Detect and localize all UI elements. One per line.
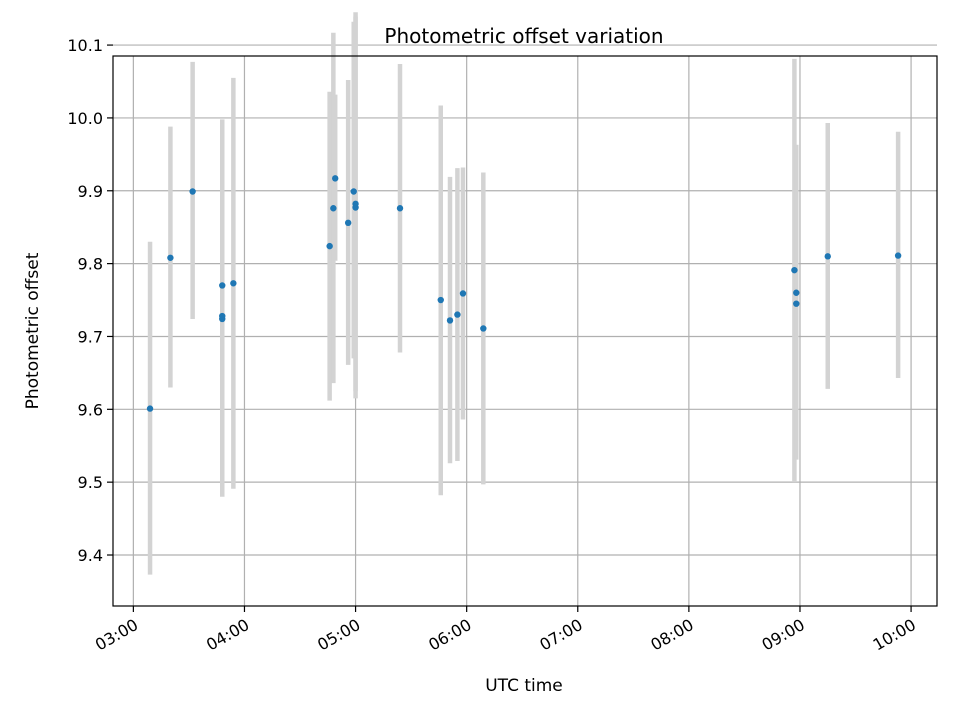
data-point	[167, 254, 174, 261]
data-point	[230, 280, 237, 287]
plot-frame	[112, 55, 938, 607]
y-tick-label: 9.8	[78, 255, 103, 274]
y-tick-label: 9.5	[78, 473, 103, 492]
y-axis-label: Photometric offset	[23, 252, 43, 409]
data-point	[793, 289, 800, 296]
data-point	[352, 200, 359, 208]
grid-lines	[113, 44, 937, 606]
data-point	[350, 188, 357, 195]
y-tick-label: 9.6	[78, 400, 103, 419]
y-tick-label: 9.7	[78, 327, 103, 346]
y-tick-label: 9.9	[78, 182, 103, 201]
data-point	[332, 175, 339, 182]
data-point	[326, 242, 333, 250]
data-points	[146, 175, 902, 412]
data-point	[459, 290, 467, 297]
y-tick-label: 9.4	[78, 546, 103, 565]
y-axis-ticks: 9.4 9.5 9.6 9.7 9.8 9.9 10.0 10.1	[67, 36, 113, 565]
data-point	[894, 252, 902, 259]
data-point	[189, 188, 196, 195]
chart-title: Photometric offset variation	[384, 24, 663, 48]
data-point	[791, 266, 798, 274]
y-tick-label: 10.0	[67, 109, 103, 128]
data-point	[219, 282, 226, 289]
data-point	[219, 312, 226, 320]
data-point	[396, 205, 404, 212]
data-point	[446, 317, 454, 324]
data-point	[146, 405, 154, 412]
data-point	[793, 300, 800, 307]
data-point	[437, 296, 444, 304]
y-tick-label: 10.1	[67, 36, 103, 55]
data-point	[330, 205, 337, 212]
data-point	[454, 311, 461, 318]
data-point	[344, 219, 352, 227]
data-point	[480, 325, 487, 332]
x-axis-label: UTC time	[485, 676, 563, 696]
data-point	[824, 253, 831, 260]
